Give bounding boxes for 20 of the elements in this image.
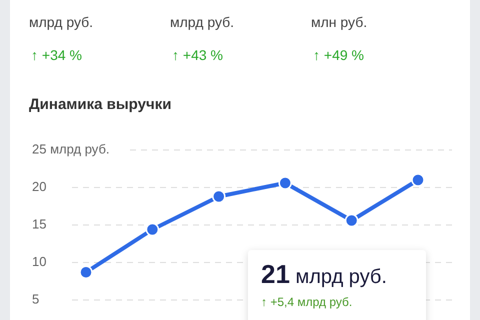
y-tick-label: 20 — [32, 178, 46, 194]
text: ↑ +43 % — [172, 47, 223, 63]
text: млрд руб. — [29, 14, 94, 30]
y-tick-label: 25 млрд руб. — [32, 141, 110, 156]
text: ↑ +49 % — [313, 47, 364, 63]
point — [411, 173, 425, 187]
annotation: 21 млрд руб. — [261, 259, 387, 289]
chart-title: Динамика выручки — [29, 96, 172, 113]
point — [212, 190, 226, 204]
point — [146, 222, 160, 236]
text: млрд руб. — [170, 14, 234, 30]
y-tick-label: 15 — [32, 216, 46, 232]
y-tick-label: 5 — [32, 291, 40, 306]
point — [344, 214, 358, 228]
text: ↑ +34 % — [31, 47, 82, 63]
point — [79, 266, 93, 279]
annotation: ↑ +5,4 млрд руб. — [261, 295, 352, 309]
point — [278, 176, 292, 190]
y-tick-label: 10 — [32, 254, 46, 269]
text: млн руб. — [311, 14, 368, 30]
